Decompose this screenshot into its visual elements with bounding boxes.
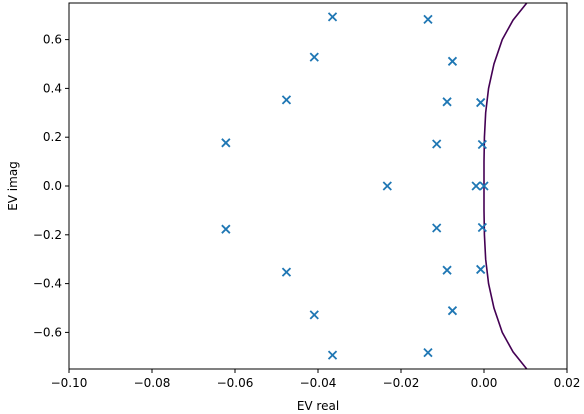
y-axis-label: EV imag bbox=[6, 161, 20, 211]
x-tick-label: 0.00 bbox=[471, 376, 498, 390]
eigenvalue-point bbox=[471, 181, 481, 191]
y-tick-label: −0.2 bbox=[33, 228, 62, 242]
y-tick-label: −0.4 bbox=[33, 277, 62, 291]
y-tick-label: −0.6 bbox=[33, 325, 62, 339]
x-tick-label: −0.06 bbox=[217, 376, 254, 390]
x-axis-ticks: −0.10 −0.08 −0.06 −0.04 −0.02 0.00 0.02 bbox=[51, 369, 581, 390]
plot-frame bbox=[68, 2, 568, 370]
eigenvalue-point bbox=[442, 97, 452, 107]
eigenvalue-point bbox=[477, 139, 487, 150]
eigenvalue-point bbox=[432, 139, 442, 149]
x-tick-label: −0.02 bbox=[383, 376, 420, 390]
eigenvalue-point bbox=[327, 12, 338, 22]
eigenvalue-point bbox=[327, 350, 338, 360]
y-axis-ticks: −0.6 −0.4 −0.2 0.0 0.2 0.4 0.6 bbox=[33, 33, 69, 339]
x-tick-label: −0.04 bbox=[300, 376, 337, 390]
y-tick-label: 0.0 bbox=[43, 179, 62, 193]
eigenvalue-point bbox=[423, 348, 433, 358]
eigenvalue-point bbox=[423, 14, 433, 24]
eigenvalue-point bbox=[221, 138, 231, 148]
eigenvalue-point bbox=[447, 306, 458, 316]
eigenvalue-point bbox=[432, 223, 442, 233]
eigenvalue-point bbox=[476, 97, 486, 108]
x-tick-label: 0.02 bbox=[554, 376, 581, 390]
eigenvalue-point bbox=[221, 224, 231, 234]
stability-boundary-curve bbox=[483, 3, 528, 369]
y-tick-label: 0.6 bbox=[43, 33, 62, 47]
eigenvalue-point bbox=[281, 95, 292, 105]
eigenvalue-point bbox=[447, 56, 458, 66]
eigenvalue-point bbox=[309, 310, 319, 320]
x-axis-label: EV real bbox=[297, 399, 339, 413]
eigenvalue-point bbox=[309, 52, 319, 62]
eigenvalue-point bbox=[476, 264, 486, 275]
eigenvalue-point bbox=[477, 222, 487, 233]
y-tick-label: 0.2 bbox=[43, 130, 62, 144]
curve-layer bbox=[483, 3, 528, 369]
eigenvalue-point bbox=[382, 181, 392, 191]
x-tick-label: −0.08 bbox=[134, 376, 171, 390]
x-tick-label: −0.10 bbox=[51, 376, 88, 390]
eigenvalue-point bbox=[479, 181, 489, 191]
points-layer bbox=[221, 12, 489, 360]
y-tick-label: 0.4 bbox=[43, 81, 62, 95]
eigenvalue-point bbox=[442, 265, 452, 275]
eigenvalue-point bbox=[281, 267, 292, 277]
